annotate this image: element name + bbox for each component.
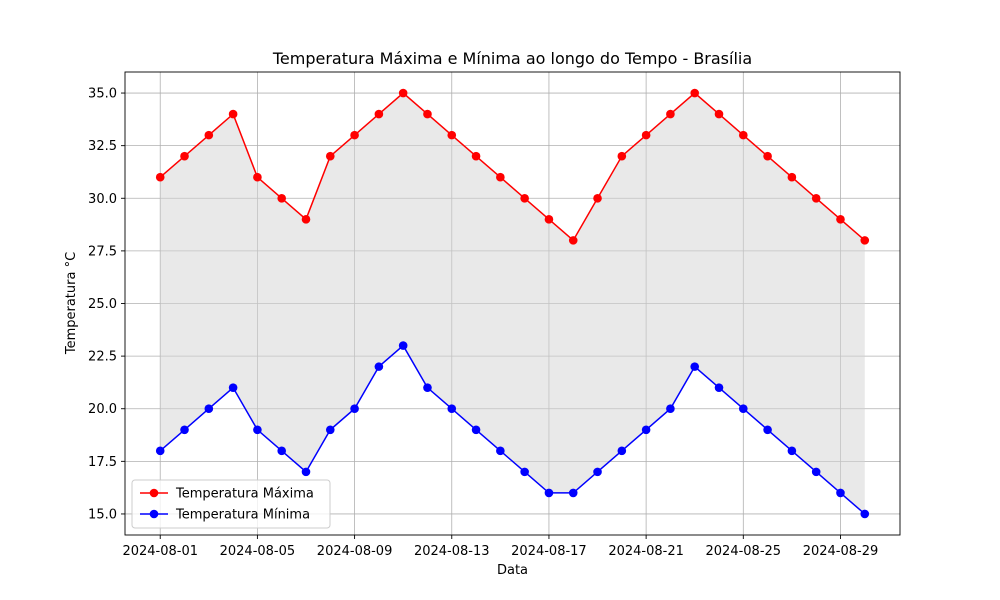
data-point-min: [180, 425, 189, 435]
data-point-max: [374, 109, 384, 119]
legend-marker-max: [149, 488, 159, 498]
y-tick-label: 35.0: [88, 87, 117, 102]
data-point-max: [763, 151, 772, 161]
data-point-max: [277, 193, 287, 203]
data-point-min: [836, 488, 845, 498]
x-tick-label: 2024-08-09: [317, 544, 393, 559]
legend-label-max: Temperatura Máxima: [175, 487, 314, 502]
data-point-max: [447, 130, 457, 140]
x-tick-label: 2024-08-25: [706, 544, 782, 559]
data-point-min: [787, 446, 797, 456]
data-point-max: [860, 236, 870, 245]
data-point-max: [738, 130, 748, 140]
data-point-max: [520, 193, 529, 203]
y-axis-title: Temperatura °C: [64, 252, 79, 355]
series-line-min: [159, 344, 866, 515]
data-point-min: [471, 425, 481, 435]
x-axis-title: Data: [497, 563, 528, 578]
y-tick-label: 20.0: [88, 402, 117, 417]
data-point-max: [690, 88, 700, 98]
x-tick-label: 2024-08-17: [511, 544, 587, 559]
data-point-min: [423, 383, 432, 392]
data-point-max: [398, 88, 408, 98]
data-point-max: [787, 172, 797, 182]
data-point-min: [398, 341, 408, 350]
data-point-min: [350, 404, 359, 414]
data-point-min: [325, 425, 335, 435]
y-tick-label: 17.5: [88, 455, 117, 470]
data-point-min: [763, 425, 772, 435]
data-point-max: [641, 130, 651, 140]
data-point-max: [471, 151, 481, 161]
x-tick-label: 2024-08-05: [220, 544, 296, 559]
y-tick-label: 15.0: [88, 507, 117, 522]
legend-box: [131, 479, 331, 529]
data-point-max: [714, 109, 724, 119]
series-line-max: [159, 92, 866, 242]
data-point-max: [836, 215, 845, 224]
data-point-min: [496, 446, 505, 456]
y-tick-label: 32.5: [88, 139, 117, 154]
chart-title: Temperatura Máxima e Mínima ao longo do …: [272, 49, 752, 68]
data-point-max: [228, 109, 238, 119]
x-tick-label: 2024-08-29: [803, 544, 879, 559]
legend-label-min: Temperatura Mínima: [175, 508, 310, 523]
legend: Temperatura Máxima Temperatura Mínima: [131, 479, 331, 529]
data-point-min: [714, 383, 724, 392]
data-point-min: [277, 446, 287, 456]
data-point-min: [568, 488, 578, 498]
data-point-min: [617, 446, 627, 456]
y-tick-label: 27.5: [88, 244, 117, 259]
data-point-min: [301, 467, 311, 477]
x-tick-label: 2024-08-21: [608, 544, 684, 559]
data-point-min: [520, 467, 529, 477]
plot-area: 2024-08-01 2024-08-05 2024-08-09 2024-08-13…: [88, 71, 901, 559]
data-point-min: [860, 509, 870, 519]
data-point-max: [568, 236, 578, 245]
data-point-max: [423, 109, 432, 119]
data-point-min: [253, 425, 262, 435]
data-point-min: [204, 404, 214, 414]
data-point-min: [447, 404, 457, 414]
data-point-max: [350, 130, 359, 140]
data-point-max: [180, 151, 189, 161]
x-tick-label: 2024-08-13: [414, 544, 490, 559]
data-point-min: [544, 488, 554, 498]
data-point-max: [666, 109, 675, 119]
y-tick-label: 22.5: [88, 350, 117, 365]
data-point-min: [641, 425, 651, 435]
data-point-max: [811, 193, 821, 203]
data-point-max: [617, 151, 627, 161]
data-point-min: [374, 362, 384, 371]
data-point-max: [204, 130, 214, 140]
data-point-min: [690, 362, 700, 371]
data-point-max: [253, 172, 262, 182]
data-point-min: [593, 467, 602, 477]
data-point-min: [738, 404, 748, 414]
x-tick-label: 2024-08-01: [122, 544, 198, 559]
data-point-max: [301, 215, 311, 224]
data-point-max: [325, 151, 335, 161]
data-point-max: [544, 215, 554, 224]
data-point-max: [496, 172, 505, 182]
data-point-min: [155, 446, 165, 456]
data-point-max: [593, 193, 602, 203]
y-tick-label: 25.0: [88, 297, 117, 312]
data-point-min: [811, 467, 821, 477]
data-point-max: [155, 172, 165, 182]
legend-marker-min: [149, 509, 159, 519]
data-point-min: [228, 383, 238, 392]
y-tick-label: 30.0: [88, 192, 117, 207]
fill-between-area: [160, 93, 865, 514]
data-point-min: [666, 404, 675, 414]
